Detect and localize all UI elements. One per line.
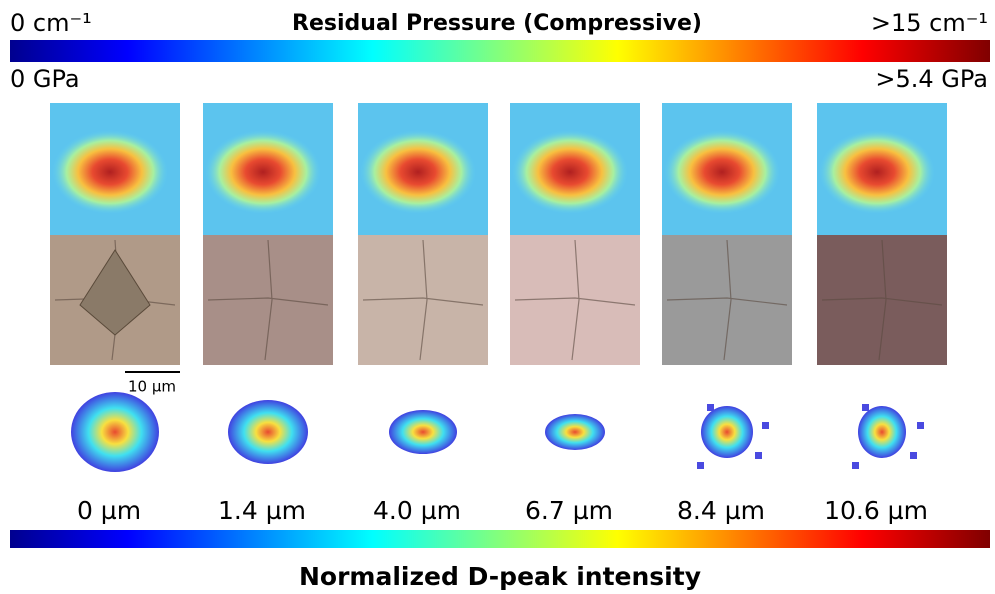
scale-title: Residual Pressure (Compressive)	[292, 11, 702, 36]
dpeak-pixel	[755, 452, 762, 459]
scale-min-gpa: 0 GPa	[10, 65, 80, 93]
depth-label: 0 µm	[77, 496, 141, 525]
dpeak-title: Normalized D-peak intensity	[299, 562, 701, 591]
dpeak-pixel	[862, 404, 869, 411]
depth-label: 4.0 µm	[373, 496, 461, 525]
scale-bar-label: 10 µm	[128, 378, 176, 396]
figure: 0 cm⁻¹ Residual Pressure (Compressive) >…	[0, 0, 995, 594]
depth-label: 8.4 µm	[677, 496, 765, 525]
dpeak-pixel	[697, 462, 704, 469]
dpeak-colorbar	[10, 530, 990, 548]
depth-label: 10.6 µm	[824, 496, 928, 525]
dpeak-pixel	[707, 404, 714, 411]
dpeak-pixel	[762, 422, 769, 429]
dpeak-pixel	[910, 452, 917, 459]
depth-label: 1.4 µm	[218, 496, 306, 525]
dpeak-map	[701, 406, 753, 458]
scale-max-gpa: >5.4 GPa	[875, 65, 988, 93]
scale-min: 0 cm⁻¹	[10, 9, 92, 37]
scale-max: >15 cm⁻¹	[871, 9, 988, 37]
dpeak-map	[858, 406, 906, 458]
dpeak-map	[228, 400, 308, 464]
pressure-hotspot	[819, 130, 935, 214]
panels: 0 µm 1.4 µm 4.0 µm 6.7 µm 8.4 µm 10.6 µm	[50, 103, 947, 525]
pressure-hotspot	[52, 130, 168, 214]
pressure-hotspot	[664, 130, 780, 214]
depth-label: 6.7 µm	[525, 496, 613, 525]
pressure-colorbar	[10, 40, 990, 62]
pressure-hotspot	[512, 130, 628, 214]
pressure-hotspot	[360, 130, 476, 214]
dpeak-map	[71, 392, 159, 472]
dpeak-map	[389, 410, 457, 454]
dpeak-map	[545, 414, 605, 450]
dpeak-pixel	[917, 422, 924, 429]
pressure-hotspot	[205, 130, 321, 214]
dpeak-pixel	[852, 462, 859, 469]
